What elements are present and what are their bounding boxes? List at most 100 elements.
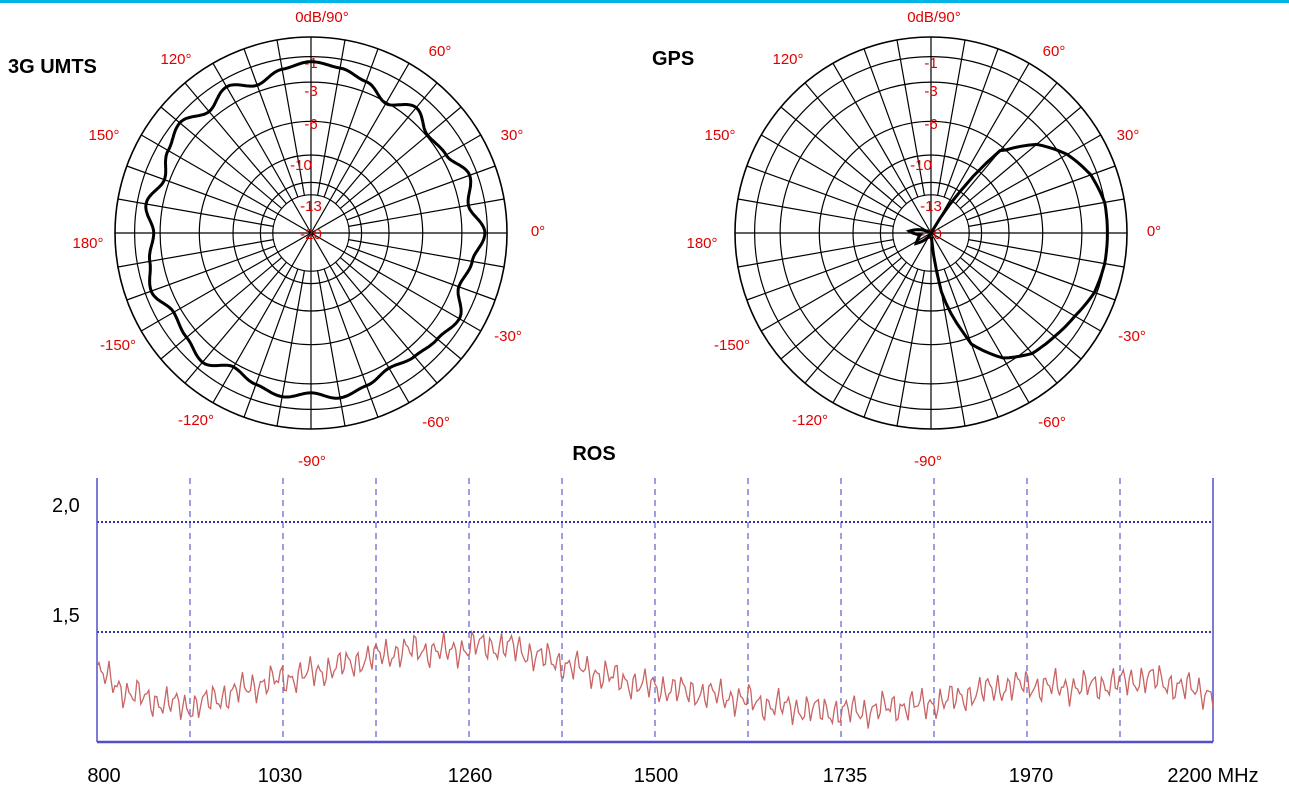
polar-grid-spoke [737, 198, 894, 227]
top-accent-bar [0, 0, 1289, 3]
polar-grid-spoke [310, 134, 482, 234]
polar-grid-spoke [930, 232, 1102, 332]
polar-top-label: 0dB/90° [295, 9, 349, 26]
polar-angle-label: -120° [178, 412, 214, 429]
polar-angle-label: 180° [686, 235, 717, 252]
polar-grid-spoke [896, 270, 925, 427]
polar-grid-spoke [832, 62, 932, 234]
polar-series-line [905, 142, 1109, 360]
polar-grid-spoke [955, 261, 1058, 384]
polar-angle-label: -150° [100, 337, 136, 354]
ros-x-tick-label: 1500 [634, 765, 679, 787]
polar-grid-spoke [184, 82, 287, 205]
polar-grid-spoke [955, 82, 1058, 205]
polar-grid-spoke [746, 245, 896, 301]
polar-grid-spoke [804, 261, 907, 384]
polar-angle-labels: 120° 60° 150° 30° 180° 0° -150° -30° -120° -60° [72, 43, 545, 431]
polar-grid-spoke [212, 62, 312, 234]
polar-grid-spoke [317, 270, 346, 427]
polar-grid-spoke [160, 106, 283, 209]
polar-radial-tick-label: -6 [304, 116, 317, 133]
polar-angle-label: 120° [772, 51, 803, 68]
polar-radial-tick-label: -13 [920, 198, 942, 215]
polar-grid-spoke [243, 48, 299, 198]
polar-grid-spoke [804, 82, 907, 205]
polar-angle-label: 150° [88, 127, 119, 144]
polar-bottom-label: -90° [914, 453, 942, 470]
ros-x-tick-label: 1970 [1009, 765, 1054, 787]
ros-x-tick-labels: 800 1030 1260 1500 1735 1970 2200 MHz [87, 765, 1258, 787]
polar-series-line [144, 60, 487, 400]
polar-angle-labels: 120° 60° 150° 30° 180° 0° -150° -30° -120° -60° [686, 43, 1161, 431]
polar-grid-spoke [760, 134, 932, 234]
polar-grid-spoke [310, 232, 410, 404]
polar-grid-spoke [184, 261, 287, 384]
polar-radial-tick-label: -20 [300, 226, 322, 243]
polar-angle-label: 0° [1147, 223, 1161, 240]
ros-x-tick-label: 1030 [258, 765, 303, 787]
polar-angle-label: 30° [1117, 127, 1140, 144]
ros-y-tick-label: 1,5 [52, 605, 80, 627]
polar-grid-spoke [339, 106, 462, 209]
polar-grid-spoke [966, 245, 1116, 301]
polar-radial-tick-label: -13 [300, 198, 322, 215]
polar-angle-label: 120° [160, 51, 191, 68]
polar-radial-ticks: -1-3-6-10-13-20 [290, 55, 322, 243]
polar-grid-spoke [959, 257, 1082, 360]
polar-radial-tick-label: -6 [924, 116, 937, 133]
polar-grid-spoke [310, 62, 410, 234]
polar-grid-spoke [212, 232, 312, 404]
polar-angle-label: 60° [429, 43, 452, 60]
polar-grid-spoke [737, 239, 894, 268]
ros-x-tick-label: 1260 [448, 765, 493, 787]
polar-radial-tick-label: -1 [924, 55, 937, 72]
polar-grid-spoke [243, 268, 299, 418]
polar-grid-spoke [348, 198, 505, 227]
polar-grid-spoke [943, 48, 999, 198]
polar-angle-label: -60° [422, 414, 450, 431]
polar-top-label: 0dB/90° [907, 9, 961, 26]
ros-title: ROS [572, 443, 615, 465]
polar-radial-ticks: -1-3-6-10-13-20 [910, 55, 942, 243]
polar-grid-spoke [335, 261, 438, 384]
polar-grid-spoke [117, 198, 274, 227]
polar-angle-label: -30° [1118, 328, 1146, 345]
polar-grid-spoke [930, 232, 1030, 404]
ros-y-tick-label: 2,0 [52, 495, 80, 517]
polar-grid-spoke [348, 239, 505, 268]
polar-grid-spoke [832, 232, 932, 404]
polar-grid-spoke [968, 198, 1125, 227]
polar-title: 3G UMTS [8, 56, 97, 78]
polar-grid-spoke [126, 165, 276, 221]
polar-radial-tick-label: -10 [910, 157, 932, 174]
polar-grid-spoke [930, 62, 1030, 234]
polar-grid-spoke [930, 134, 1102, 234]
polar-radial-tick-label: -10 [290, 157, 312, 174]
polar-angle-label: -120° [792, 412, 828, 429]
polar-grid-spoke [140, 232, 312, 332]
polar-grid-spoke [339, 257, 462, 360]
ros-x-tick-label: 800 [87, 765, 120, 787]
polar-chart-3g-umts: -1 -3 -6 -10 -13 -20 120° 60° 150° 30° 180° 0° -150… [8, 9, 545, 470]
polar-grid-spoke [323, 268, 379, 418]
polar-grid-spoke [959, 106, 1082, 209]
polar-grid-spoke [937, 39, 966, 196]
polar-grid-spoke [346, 245, 496, 301]
ros-x-tick-label: 2200 MHz [1167, 765, 1258, 787]
ros-series-line [96, 629, 1214, 729]
polar-grid-spoke [780, 106, 903, 209]
polar-grid-spoke [276, 270, 305, 427]
polar-grid [734, 36, 1128, 430]
ros-axes [96, 478, 1214, 744]
polar-grid-spoke [863, 48, 919, 198]
line-chart-ros: ROS 800 1030 1260 1500 1735 1970 2200 MHz 2,0 1… [52, 443, 1259, 787]
polar-grid-spoke [780, 257, 903, 360]
polar-angle-label: -60° [1038, 414, 1066, 431]
polar-grid-spoke [760, 232, 932, 332]
polar-radial-tick-label: -1 [304, 55, 317, 72]
polar-grid-spoke [276, 39, 305, 196]
polar-grid-spoke [335, 82, 438, 205]
polar-title: GPS [652, 48, 694, 70]
polar-grid-spoke [968, 239, 1125, 268]
